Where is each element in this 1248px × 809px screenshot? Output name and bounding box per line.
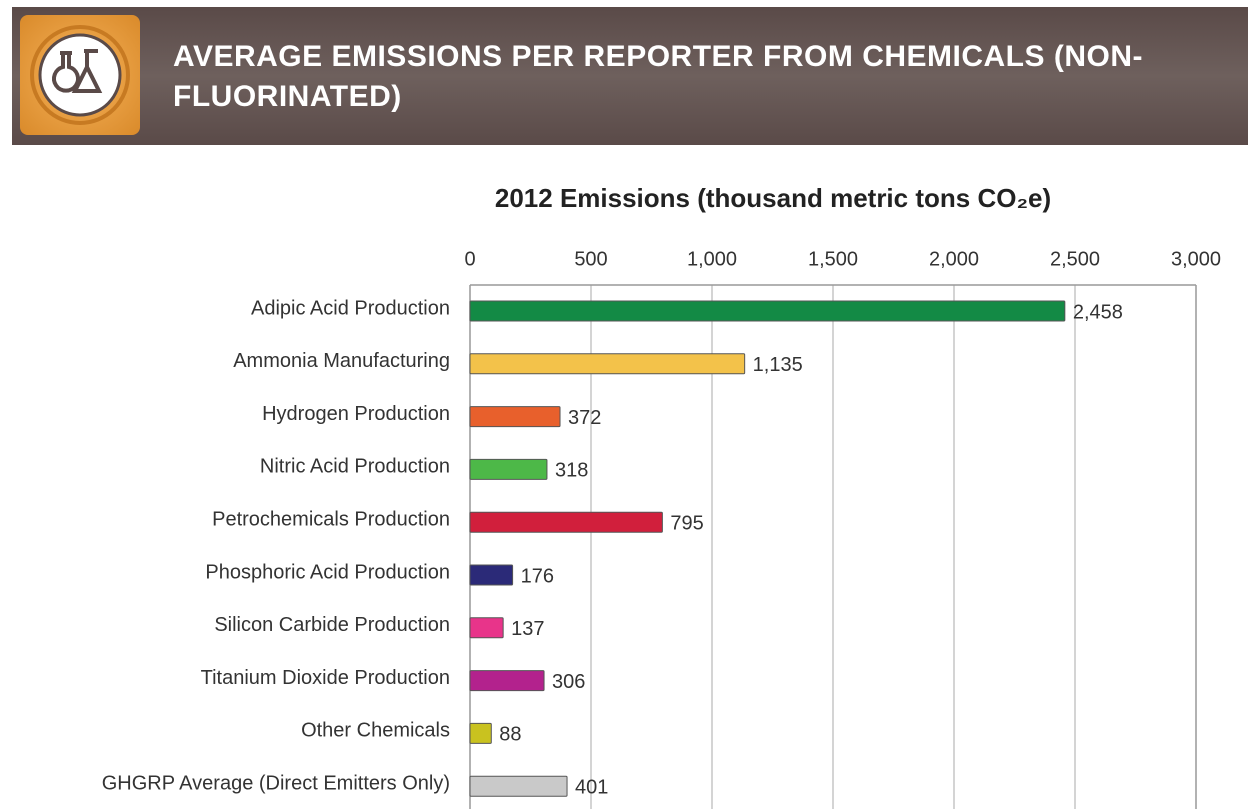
category-label: GHGRP Average (Direct Emitters Only) [102, 772, 450, 794]
x-tick-label: 2,500 [1050, 248, 1100, 270]
value-label: 176 [521, 565, 554, 587]
x-tick-label: 1,000 [687, 248, 737, 270]
axis-title: 2012 Emissions (thousand metric tons CO₂… [495, 183, 1051, 213]
value-label: 372 [568, 407, 601, 429]
bar [469, 353, 746, 375]
category-label: Other Chemicals [301, 720, 450, 742]
bar [469, 511, 663, 533]
chemicals-icon [20, 15, 140, 135]
category-label: Phosphoric Acid Production [205, 561, 450, 583]
value-label: 306 [552, 671, 585, 693]
x-tick-label: 0 [464, 248, 475, 270]
x-tick-label: 500 [574, 248, 607, 270]
icon-graphic [30, 25, 130, 125]
bar [469, 775, 568, 797]
header-banner: AVERAGE EMISSIONS PER REPORTER FROM CHEM… [12, 7, 1248, 145]
category-label: Adipic Acid Production [251, 297, 450, 319]
bar [469, 300, 1066, 322]
bar [469, 406, 561, 428]
value-label: 1,135 [753, 354, 803, 376]
bar [469, 564, 514, 586]
value-label: 795 [670, 512, 703, 534]
value-label: 2,458 [1073, 301, 1123, 323]
bar [469, 722, 492, 744]
value-label: 401 [575, 776, 608, 798]
category-label: Ammonia Manufacturing [233, 350, 450, 372]
value-label: 88 [499, 724, 521, 746]
category-label: Hydrogen Production [262, 403, 450, 425]
bar [469, 458, 548, 480]
value-label: 318 [555, 460, 588, 482]
x-tick-label: 2,000 [929, 248, 979, 270]
category-label: Silicon Carbide Production [214, 614, 450, 636]
x-tick-label: 3,000 [1171, 248, 1221, 270]
page-title: AVERAGE EMISSIONS PER REPORTER FROM CHEM… [173, 40, 1144, 113]
category-label: Titanium Dioxide Production [201, 667, 450, 689]
category-label: Petrochemicals Production [212, 508, 450, 530]
bar [469, 670, 545, 692]
bar [469, 617, 504, 639]
category-label: Nitric Acid Production [260, 456, 450, 478]
x-tick-label: 1,500 [808, 248, 858, 270]
value-label: 137 [511, 618, 544, 640]
